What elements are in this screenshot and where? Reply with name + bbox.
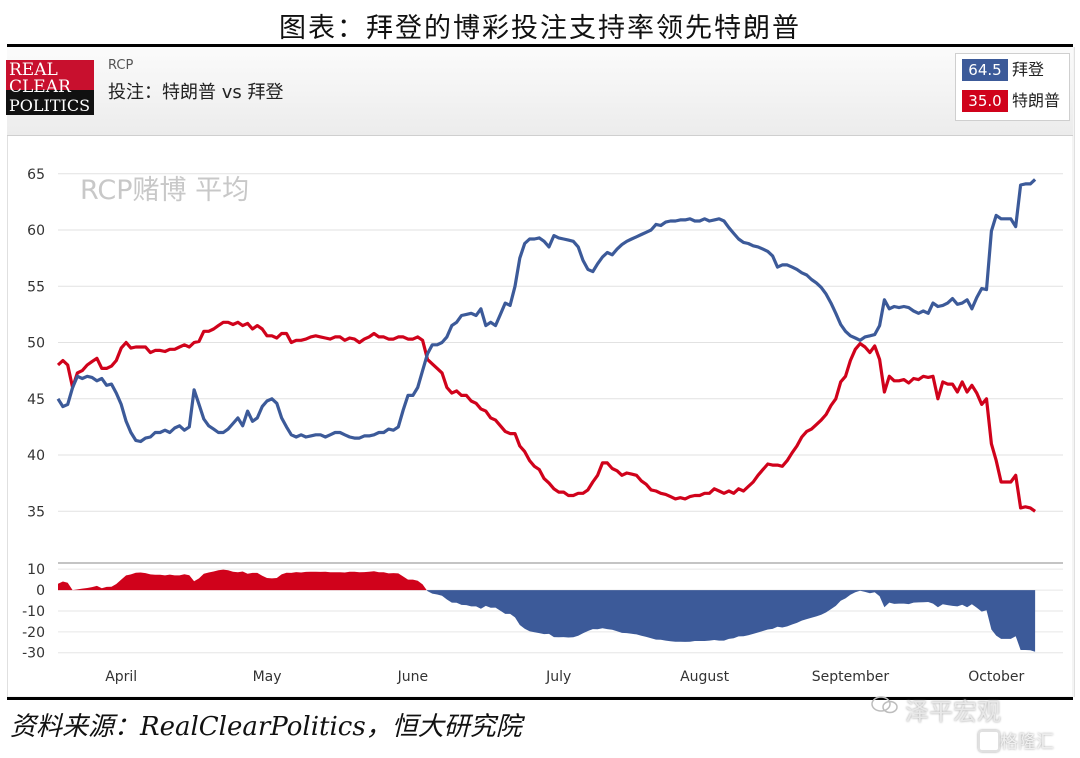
spread-area-trump-0 [58,569,427,591]
figure-title: 图表：拜登的博彩投注支持率领先特朗普 [279,13,801,44]
main-lines [56,178,1037,513]
wechat-icon [871,696,898,714]
legend: 64.5 拜登 35.0 特朗普 [955,53,1070,121]
x-tick-april: April [105,669,137,685]
source-note: 资料来源：RealClearPolitics，恒大研究院 [10,712,522,742]
y-tick-55: 55 [27,279,45,295]
spread-y-ticks: 10 0 -10 -20 -30 [22,562,45,662]
series-line-biden [56,178,1037,444]
legend-value-biden: 64.5 [962,59,1008,81]
legend-item-trump: 35.0 特朗普 [962,90,1068,114]
y-tick-50: 50 [27,336,45,352]
logo-line-1: REAL [9,60,58,80]
spread-y-tick--20: -20 [22,625,45,641]
bottom-rule [7,697,1073,700]
x-tick-september: September [812,669,890,685]
y-tick-35: 35 [27,504,45,520]
logo-line-3: POLITICS [9,96,91,115]
watermark-text: 泽平宏观 [905,698,1001,726]
y-tick-65: 65 [27,167,45,183]
spread-y-tick-0: 0 [36,583,45,599]
spread-y-tick--10: -10 [22,604,45,620]
source-tag: RCP [108,58,134,73]
y-tick-40: 40 [27,448,45,464]
watermark-logo-icon [978,730,1000,752]
main-grid [58,173,1063,564]
legend-item-biden: 64.5 拜登 [962,59,1068,83]
logo-line-2: CLEAR [9,77,71,97]
legend-value-trump: 35.0 [962,90,1008,112]
spread-area-biden-1 [426,590,1036,652]
rcp-logo: REAL CLEAR POLITICS [6,60,94,115]
y-tick-45: 45 [27,392,45,408]
top-rule [7,44,1073,47]
chart-subtitle: 投注：特朗普 vs 拜登 [108,82,284,103]
inner-chart-title: RCP赌博 平均 [80,175,249,206]
x-tick-july: July [545,669,571,685]
y-tick-60: 60 [27,223,45,239]
legend-label-trump: 特朗普 [1012,91,1061,110]
series-line-trump [56,320,1037,513]
x-tick-august: August [680,669,730,685]
watermark-sub: 格隆汇 [1000,732,1054,753]
spread-y-tick-10: 10 [27,562,45,578]
logo-red-band [6,60,94,90]
spread-y-tick--30: -30 [22,646,45,662]
legend-label-biden: 拜登 [1012,60,1045,79]
main-y-ticks: 35 40 45 50 55 60 65 [27,167,45,521]
chart-header [7,47,1073,136]
x-tick-october: October [968,669,1024,685]
spread-areas [58,569,1036,652]
x-tick-may: May [253,669,282,685]
x-tick-june: June [397,669,429,685]
x-ticks: April May June July August September October [105,669,1024,685]
